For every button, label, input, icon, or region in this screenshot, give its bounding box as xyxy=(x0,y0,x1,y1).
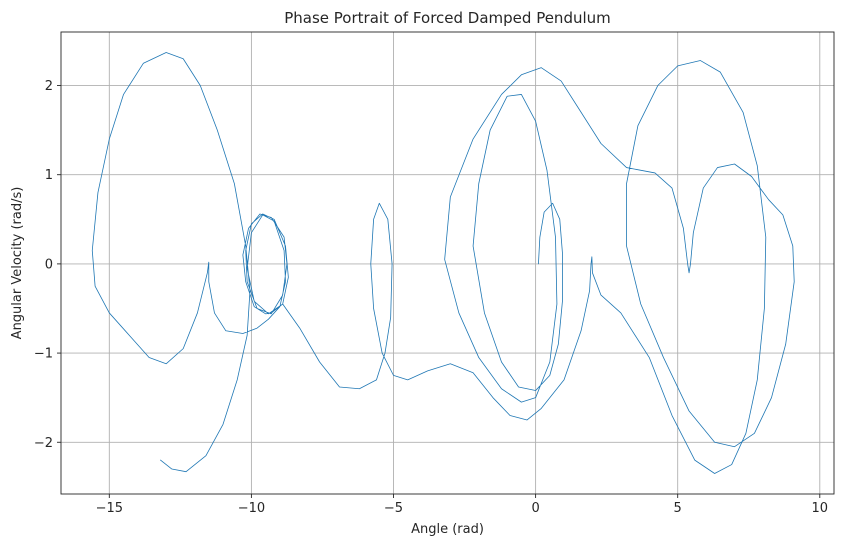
y-tick-label: −1 xyxy=(34,347,53,362)
plot-frame xyxy=(60,31,835,495)
y-tick-label: −2 xyxy=(34,436,53,451)
data-layer xyxy=(91,52,795,474)
x-tick-label: 5 xyxy=(674,501,682,516)
chart-title: Phase Portrait of Forced Damped Pendulum xyxy=(284,9,611,27)
y-tick-label: 1 xyxy=(45,168,53,183)
x-tick-label: −15 xyxy=(96,501,123,516)
grid xyxy=(61,32,834,494)
y-tick-label: 0 xyxy=(45,257,53,272)
y-axis-label: Angular Velocity (rad/s) xyxy=(10,187,25,340)
series-line xyxy=(91,52,795,474)
x-tick-label: −5 xyxy=(384,501,403,516)
y-tick-label: 2 xyxy=(45,79,53,94)
x-tick-label: 0 xyxy=(531,501,539,516)
x-axis-label: Angle (rad) xyxy=(411,522,484,537)
x-tick-label: −10 xyxy=(238,501,265,516)
x-tick-label: 10 xyxy=(812,501,829,516)
